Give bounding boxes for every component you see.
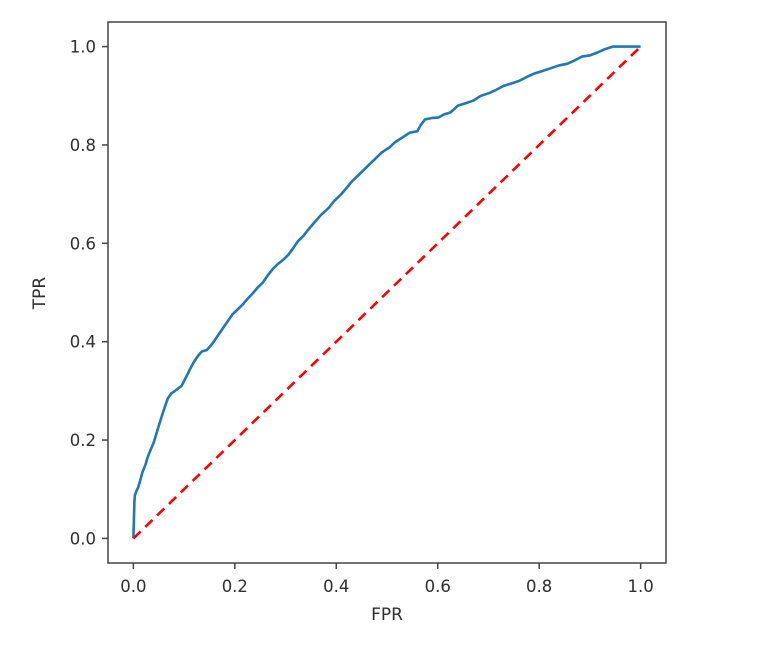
- y-tick-label: 0.8: [70, 136, 96, 155]
- x-axis-label: FPR: [371, 605, 403, 625]
- y-tick-label: 1.0: [70, 38, 96, 57]
- plot-area: 0.0 0.2 0.4 0.6 0.8 1.0 0.0 0.2 0.4 0.6 0.8 1.0: [70, 21, 667, 596]
- x-tick-label: 1.0: [628, 577, 654, 596]
- x-tick-label: 0.0: [120, 577, 146, 596]
- y-tick-label: 0.2: [70, 431, 96, 450]
- x-tick-label: 0.2: [222, 577, 248, 596]
- roc-curve-line: [132, 45, 641, 539]
- y-tick-label: 0.0: [70, 529, 96, 548]
- y-tick-label: 0.4: [70, 333, 96, 352]
- axes-spines: [107, 21, 667, 564]
- chance-diagonal-line: [132, 45, 642, 540]
- y-tick-label: 0.6: [70, 234, 96, 253]
- x-tick-label: 0.4: [323, 577, 349, 596]
- x-tick-label: 0.8: [526, 577, 552, 596]
- x-tick-label: 0.6: [425, 577, 451, 596]
- y-axis-label: TPR: [30, 277, 50, 311]
